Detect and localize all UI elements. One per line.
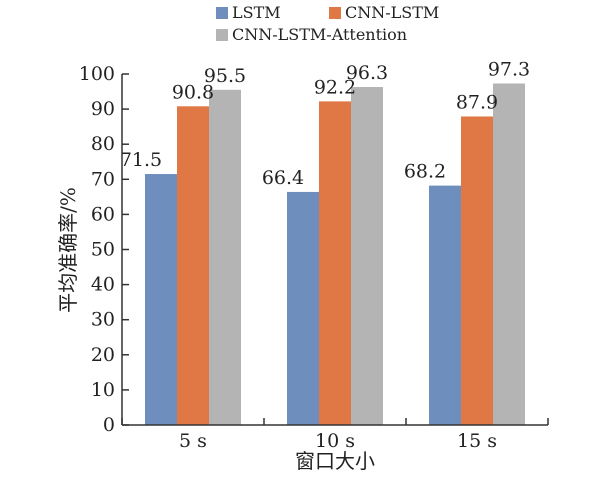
legend: LSTM CNN-LSTM CNN-LSTM-Attention [216,3,439,44]
x-axis-title: 窗口大小 [295,449,375,473]
data-label-cnn-lstm-attention-1: 96.3 [346,62,388,84]
legend-label-cnn-lstm: CNN-LSTM [345,3,439,22]
bar-cnn-lstm-1 [319,101,351,426]
y-axis-title: 平均准确率/% [56,187,80,313]
x-tick-label: 5 s [179,430,207,452]
data-label-lstm-0: 71.5 [120,149,162,171]
legend-swatch-cnn-lstm-attention [216,29,228,41]
y-tick-label: 50 [91,239,115,261]
legend-swatch-cnn-lstm [329,7,341,19]
data-label-cnn-lstm-2: 87.9 [456,91,498,113]
bar-cnn-lstm-0 [177,106,209,426]
y-tick-label: 60 [91,203,115,225]
data-label-cnn-lstm-1: 92.2 [314,76,356,98]
data-label-lstm-2: 68.2 [404,161,446,183]
legend-label-lstm: LSTM [232,3,281,22]
y-tick-label: 10 [91,379,115,401]
data-label-cnn-lstm-attention-2: 97.3 [488,58,530,80]
y-tick-label: 90 [91,98,115,120]
legend-swatch-lstm [216,7,228,19]
y-tick-label: 100 [79,63,115,85]
data-labels: 71.5 90.895.5 66.4 92.296.3 68.2 87.9 97.3 [120,58,530,188]
y-axis: 0 10 20 30 40 50 60 70 80 90 100 [79,63,129,436]
bar-lstm-0 [145,174,177,425]
bar-cnn-lstm-attention-0 [209,89,241,426]
y-tick-label: 80 [91,133,115,155]
y-tick-label: 70 [91,168,115,190]
x-axis: 5 s 10 s 15 s [121,418,549,452]
legend-label-cnn-lstm-attention: CNN-LSTM-Attention [232,25,407,44]
data-label-cnn-lstm-attention-0: 95.5 [204,65,246,87]
y-tick-label: 30 [91,309,115,331]
x-tick-label: 10 s [315,430,355,452]
bar-cnn-lstm-2 [461,116,493,425]
y-tick-label: 0 [103,414,115,436]
bar-lstm-2 [429,185,461,425]
x-tick-label: 15 s [457,430,497,452]
data-label-lstm-1: 66.4 [262,167,304,189]
y-tick-label: 20 [91,344,115,366]
data-label-cnn-lstm-0: 90.8 [172,81,214,103]
bar-cnn-lstm-attention-2 [493,83,525,426]
bars [145,83,525,426]
y-tick-label: 40 [91,274,115,296]
bar-lstm-1 [287,191,319,425]
bar-cnn-lstm-attention-1 [351,86,383,425]
